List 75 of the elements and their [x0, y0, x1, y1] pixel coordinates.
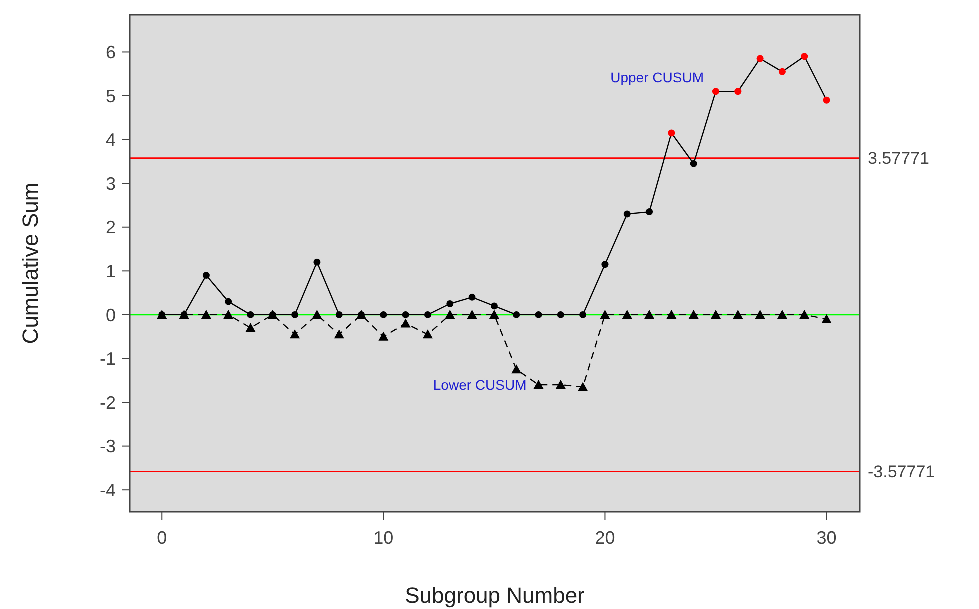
y-tick-label: 5 [106, 86, 116, 106]
point [580, 311, 587, 318]
point [490, 302, 498, 310]
point [822, 314, 832, 324]
point [624, 210, 631, 218]
point [246, 323, 256, 332]
point [467, 310, 478, 319]
point [336, 311, 343, 318]
x-tick-label: 0 [157, 528, 168, 548]
y-tick-label: 2 [106, 218, 116, 238]
point [690, 160, 698, 168]
point [578, 382, 588, 392]
y-tick-label: 3 [106, 174, 116, 194]
point [556, 380, 566, 390]
point [512, 364, 522, 374]
point [247, 311, 254, 318]
point [557, 311, 564, 318]
x-tick-label: 10 [374, 528, 394, 548]
point [201, 310, 212, 319]
point [380, 311, 388, 318]
series-label: Upper CUSUM [610, 70, 704, 86]
point [400, 318, 411, 328]
point [224, 310, 234, 319]
y-tick-label: -2 [100, 392, 116, 413]
point [823, 96, 830, 104]
y-tick-label: -4 [100, 480, 116, 500]
y-tick-label: 6 [106, 42, 116, 63]
point [445, 310, 456, 319]
point [312, 310, 322, 319]
series-label: Lower CUSUM [433, 376, 527, 393]
point [801, 53, 808, 60]
y-tick-label: 1 [106, 261, 116, 282]
point [668, 130, 676, 137]
point [712, 88, 720, 96]
point [290, 330, 300, 339]
point [468, 294, 476, 301]
y-tick-label: -1 [100, 349, 116, 370]
point [422, 330, 433, 339]
point [646, 208, 654, 216]
ref-line-label: -3.57771 [868, 462, 936, 482]
point [534, 380, 544, 390]
point [756, 55, 764, 62]
point [602, 261, 609, 268]
point [734, 88, 742, 96]
point [777, 310, 788, 319]
y-tick-label: 0 [106, 305, 116, 326]
point [755, 310, 766, 319]
point [600, 310, 610, 319]
point [733, 310, 744, 319]
point [225, 298, 232, 306]
point [202, 272, 210, 280]
point [314, 258, 321, 266]
ref-line-label: 3.57771 [868, 149, 930, 168]
point [644, 310, 655, 319]
point [535, 311, 542, 318]
x-tick-label: 20 [595, 528, 616, 548]
x-tick-label: 30 [816, 528, 837, 548]
point [334, 330, 344, 339]
point [424, 311, 432, 318]
y-tick-label: -3 [100, 436, 116, 457]
point [446, 300, 454, 308]
point [489, 310, 500, 319]
point [622, 310, 632, 319]
point [710, 310, 721, 319]
point [778, 68, 786, 76]
point [378, 332, 389, 341]
y-tick-label: 4 [106, 130, 116, 150]
x-axis-title: Subgroup Number [405, 583, 585, 608]
point [292, 311, 299, 318]
point [800, 310, 810, 319]
point [688, 310, 699, 319]
point [666, 310, 677, 319]
point [513, 311, 520, 318]
y-axis-title: Cumulative Sum [18, 182, 43, 344]
point [402, 311, 410, 318]
